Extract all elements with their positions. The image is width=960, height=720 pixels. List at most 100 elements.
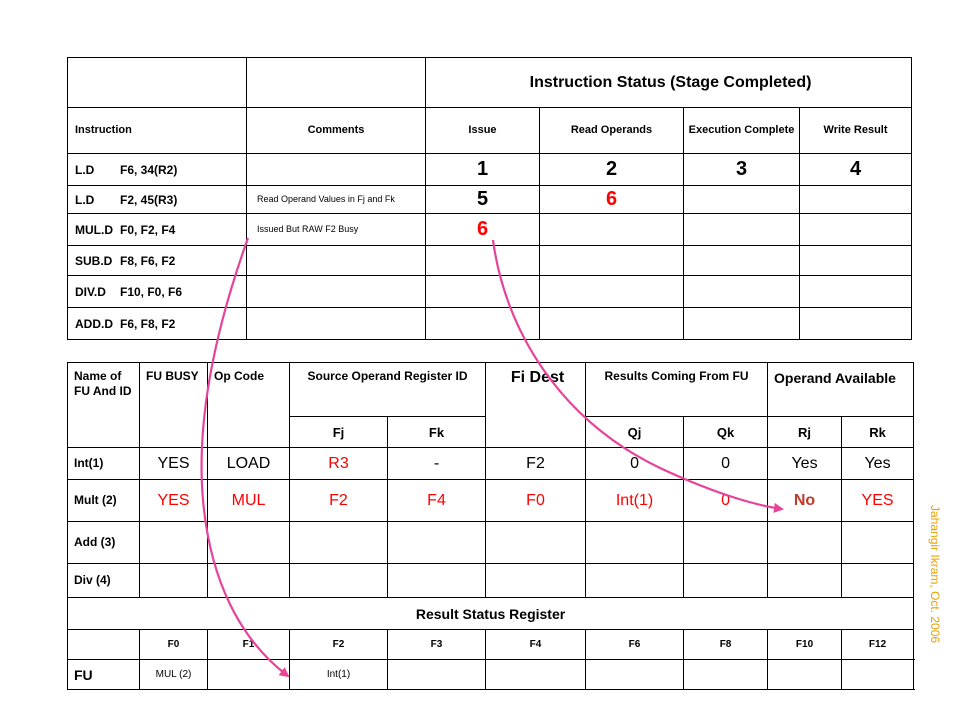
stage-read-operands: 2 <box>539 153 684 186</box>
instruction-operands: F6, 34(R2) <box>120 162 178 177</box>
stage-write-result <box>798 307 913 340</box>
fu-fj: R3 <box>289 447 388 480</box>
instruction-row: ADD.D F6, F8, F2 <box>67 307 913 340</box>
instruction-comment: Issued But RAW F2 Busy <box>246 213 426 246</box>
register-fu-value <box>683 659 769 690</box>
instruction-status-table: Instruction Status (Stage Completed) Ins… <box>67 57 913 340</box>
register-corner-cell <box>67 629 140 660</box>
register-name: F10 <box>767 629 843 660</box>
instruction-row: DIV.D F10, F0, F6 <box>67 275 913 308</box>
corner-cell <box>67 57 247 108</box>
header-fi-dest: Fi Dest <box>485 362 587 448</box>
result-status-title: Result Status Register <box>66 597 915 630</box>
fu-name: Add (3) <box>67 521 140 564</box>
instruction-status-title: Instruction Status (Stage Completed) <box>424 57 913 108</box>
stage-issue: 1 <box>425 153 540 186</box>
fu-qj <box>585 521 685 564</box>
instruction-comment <box>246 275 426 308</box>
instruction-row: L.D F6, 34(R2) 1 2 3 4 <box>67 153 913 186</box>
column-header-execution-complete: Execution Complete <box>683 107 800 154</box>
fu-op: LOAD <box>207 447 290 480</box>
instruction-comment <box>246 307 426 340</box>
fu-qj: 0 <box>585 447 685 480</box>
instruction-comment: Read Operand Values in Fj and Fk <box>246 185 426 214</box>
fu-op <box>207 521 290 564</box>
register-fu-value <box>841 659 915 690</box>
stage-execution-complete: 3 <box>683 153 800 186</box>
instruction-comment <box>246 153 426 186</box>
fu-rj: No <box>767 479 843 522</box>
register-name: F0 <box>139 629 208 660</box>
fu-busy <box>139 563 208 598</box>
instruction-opcode: L.D <box>75 162 95 177</box>
register-fu-value: Int(1) <box>289 659 388 690</box>
stage-execution-complete <box>683 245 800 276</box>
subheader-rj: Rj <box>767 416 843 448</box>
instruction-row: SUB.D F8, F6, F2 <box>67 245 913 276</box>
instruction-opcode: L.D <box>75 192 95 207</box>
register-name: F4 <box>485 629 587 660</box>
header-fu-busy: FU BUSY <box>139 362 208 448</box>
stage-read-operands <box>539 245 684 276</box>
subheader-rk: Rk <box>841 416 915 448</box>
stage-write-result <box>798 245 913 276</box>
instruction-row: L.D F2, 45(R3) Read Operand Values in Fj a… <box>67 185 913 214</box>
stage-read-operands <box>539 307 684 340</box>
fu-fk: - <box>386 447 487 480</box>
stage-read-operands <box>539 213 684 246</box>
register-fu-value <box>485 659 587 690</box>
header-operand-available: Operand Available <box>767 362 915 417</box>
stage-execution-complete <box>683 307 800 340</box>
column-header-comments: Comments <box>246 107 426 154</box>
instruction-cell: MUL.D F0, F2, F4 <box>67 213 247 246</box>
fu-rk <box>841 521 915 564</box>
functional-unit-status-table: Name of FU And ID FU BUSY Op Code Source… <box>66 362 915 690</box>
instruction-cell: SUB.D F8, F6, F2 <box>67 245 247 276</box>
fu-op <box>207 563 290 598</box>
instruction-opcode: SUB.D <box>75 253 113 268</box>
fu-qk: 0 <box>683 479 769 522</box>
column-header-read-operands: Read Operands <box>539 107 684 154</box>
fu-busy: YES <box>139 479 208 522</box>
fu-busy: YES <box>139 447 208 480</box>
fu-fi: F2 <box>485 447 587 480</box>
stage-issue <box>425 245 540 276</box>
fu-fi: F0 <box>485 479 587 522</box>
fu-name: Int(1) <box>67 447 140 480</box>
register-name: F6 <box>585 629 685 660</box>
instruction-operands: F0, F2, F4 <box>120 222 176 237</box>
stage-execution-complete <box>683 185 800 214</box>
fu-fi <box>485 563 587 598</box>
register-fu-value <box>767 659 843 690</box>
result-fu-label: FU <box>67 659 140 690</box>
fu-row: Int(1) YES LOAD R3- F2 0 0 Yes Yes <box>67 447 915 480</box>
register-fu-value <box>386 659 487 690</box>
fu-qj: Int(1) <box>585 479 685 522</box>
stage-write-result: 4 <box>798 153 913 186</box>
column-header-issue: Issue <box>425 107 540 154</box>
register-name: F2 <box>289 629 388 660</box>
fu-qk <box>683 521 769 564</box>
stage-read-operands <box>539 275 684 308</box>
stage-write-result <box>798 185 913 214</box>
instruction-cell: L.D F6, 34(R2) <box>67 153 247 186</box>
fu-rk: YES <box>841 479 915 522</box>
fu-qk <box>683 563 769 598</box>
stage-issue <box>425 307 540 340</box>
register-name: F3 <box>386 629 487 660</box>
register-name: F8 <box>683 629 769 660</box>
fu-rj <box>767 521 843 564</box>
register-name: F12 <box>841 629 915 660</box>
instruction-opcode: DIV.D <box>75 284 106 299</box>
fu-row: Mult (2) YES MUL F2 F4 F0 Int(1) 0 No YES <box>67 479 915 522</box>
stage-execution-complete <box>683 213 800 246</box>
column-header-instruction: Instruction <box>67 107 247 154</box>
header-fu-name: Name of FU And ID <box>67 362 140 448</box>
stage-execution-complete <box>683 275 800 308</box>
fu-row: Div (4) <box>67 563 915 598</box>
fu-fk <box>386 521 487 564</box>
subheader-qj: Qj <box>585 416 685 448</box>
stage-read-operands: 6 <box>539 185 684 214</box>
instruction-operands: F8, F6, F2 <box>120 253 176 268</box>
header-op-code: Op Code <box>207 362 290 448</box>
